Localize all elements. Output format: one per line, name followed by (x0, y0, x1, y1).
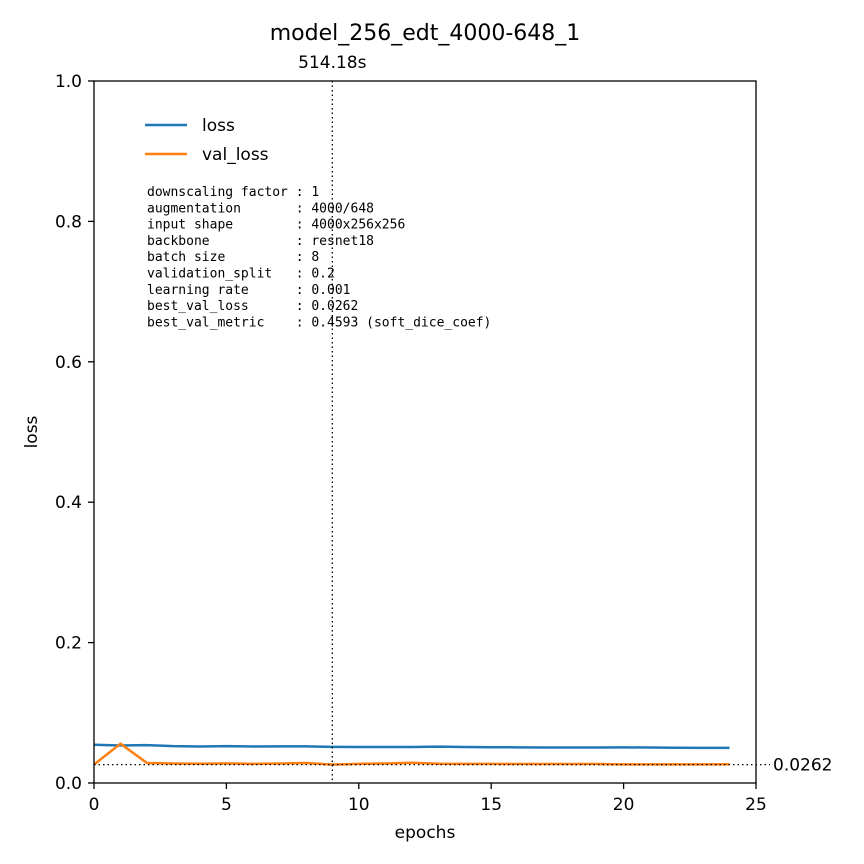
best-val-loss-label: 0.0262 (773, 756, 832, 776)
y-tick-label: 0.4 (55, 493, 82, 513)
x-tick-label: 15 (480, 795, 502, 815)
info-line: best_val_loss : 0.0262 (147, 299, 358, 314)
x-tick-label: 0 (89, 795, 100, 815)
series-line-loss (93, 743, 730, 750)
x-axis-label: epochs (395, 823, 456, 843)
y-tick-label: 1.0 (55, 72, 82, 92)
best-epoch-time-label: 514.18s (298, 53, 366, 73)
info-line: learning rate : 0.001 (147, 283, 351, 298)
info-line: batch size : 8 (147, 250, 319, 265)
x-tick-label: 20 (613, 795, 635, 815)
plot-frame (93, 80, 757, 784)
info-line: downscaling factor : 1 (147, 185, 319, 200)
legend-label-loss: loss (202, 116, 235, 136)
y-tick-label: 0.6 (55, 353, 82, 373)
chart-title: model_256_edt_4000-648_1 (270, 21, 581, 46)
series-line-val-loss (93, 742, 730, 766)
y-tick-label: 0.2 (55, 634, 82, 654)
info-line: backbone : resnet18 (147, 234, 374, 249)
info-line: input shape : 4000x256x256 (147, 218, 405, 233)
legend-label-val-loss: val_loss (202, 145, 269, 165)
y-tick-label: 0.8 (55, 212, 82, 232)
x-tick-label: 5 (221, 795, 232, 815)
y-axis-label: loss (22, 415, 42, 448)
x-tick-label: 10 (348, 795, 370, 815)
info-line: best_val_metric : 0.4593 (soft_dice_coef… (147, 315, 491, 330)
x-tick-label: 25 (745, 795, 767, 815)
info-line: augmentation : 4000/648 (147, 201, 374, 216)
y-tick-label: 0.0 (55, 774, 82, 794)
info-line: validation_split : 0.2 (147, 267, 335, 282)
